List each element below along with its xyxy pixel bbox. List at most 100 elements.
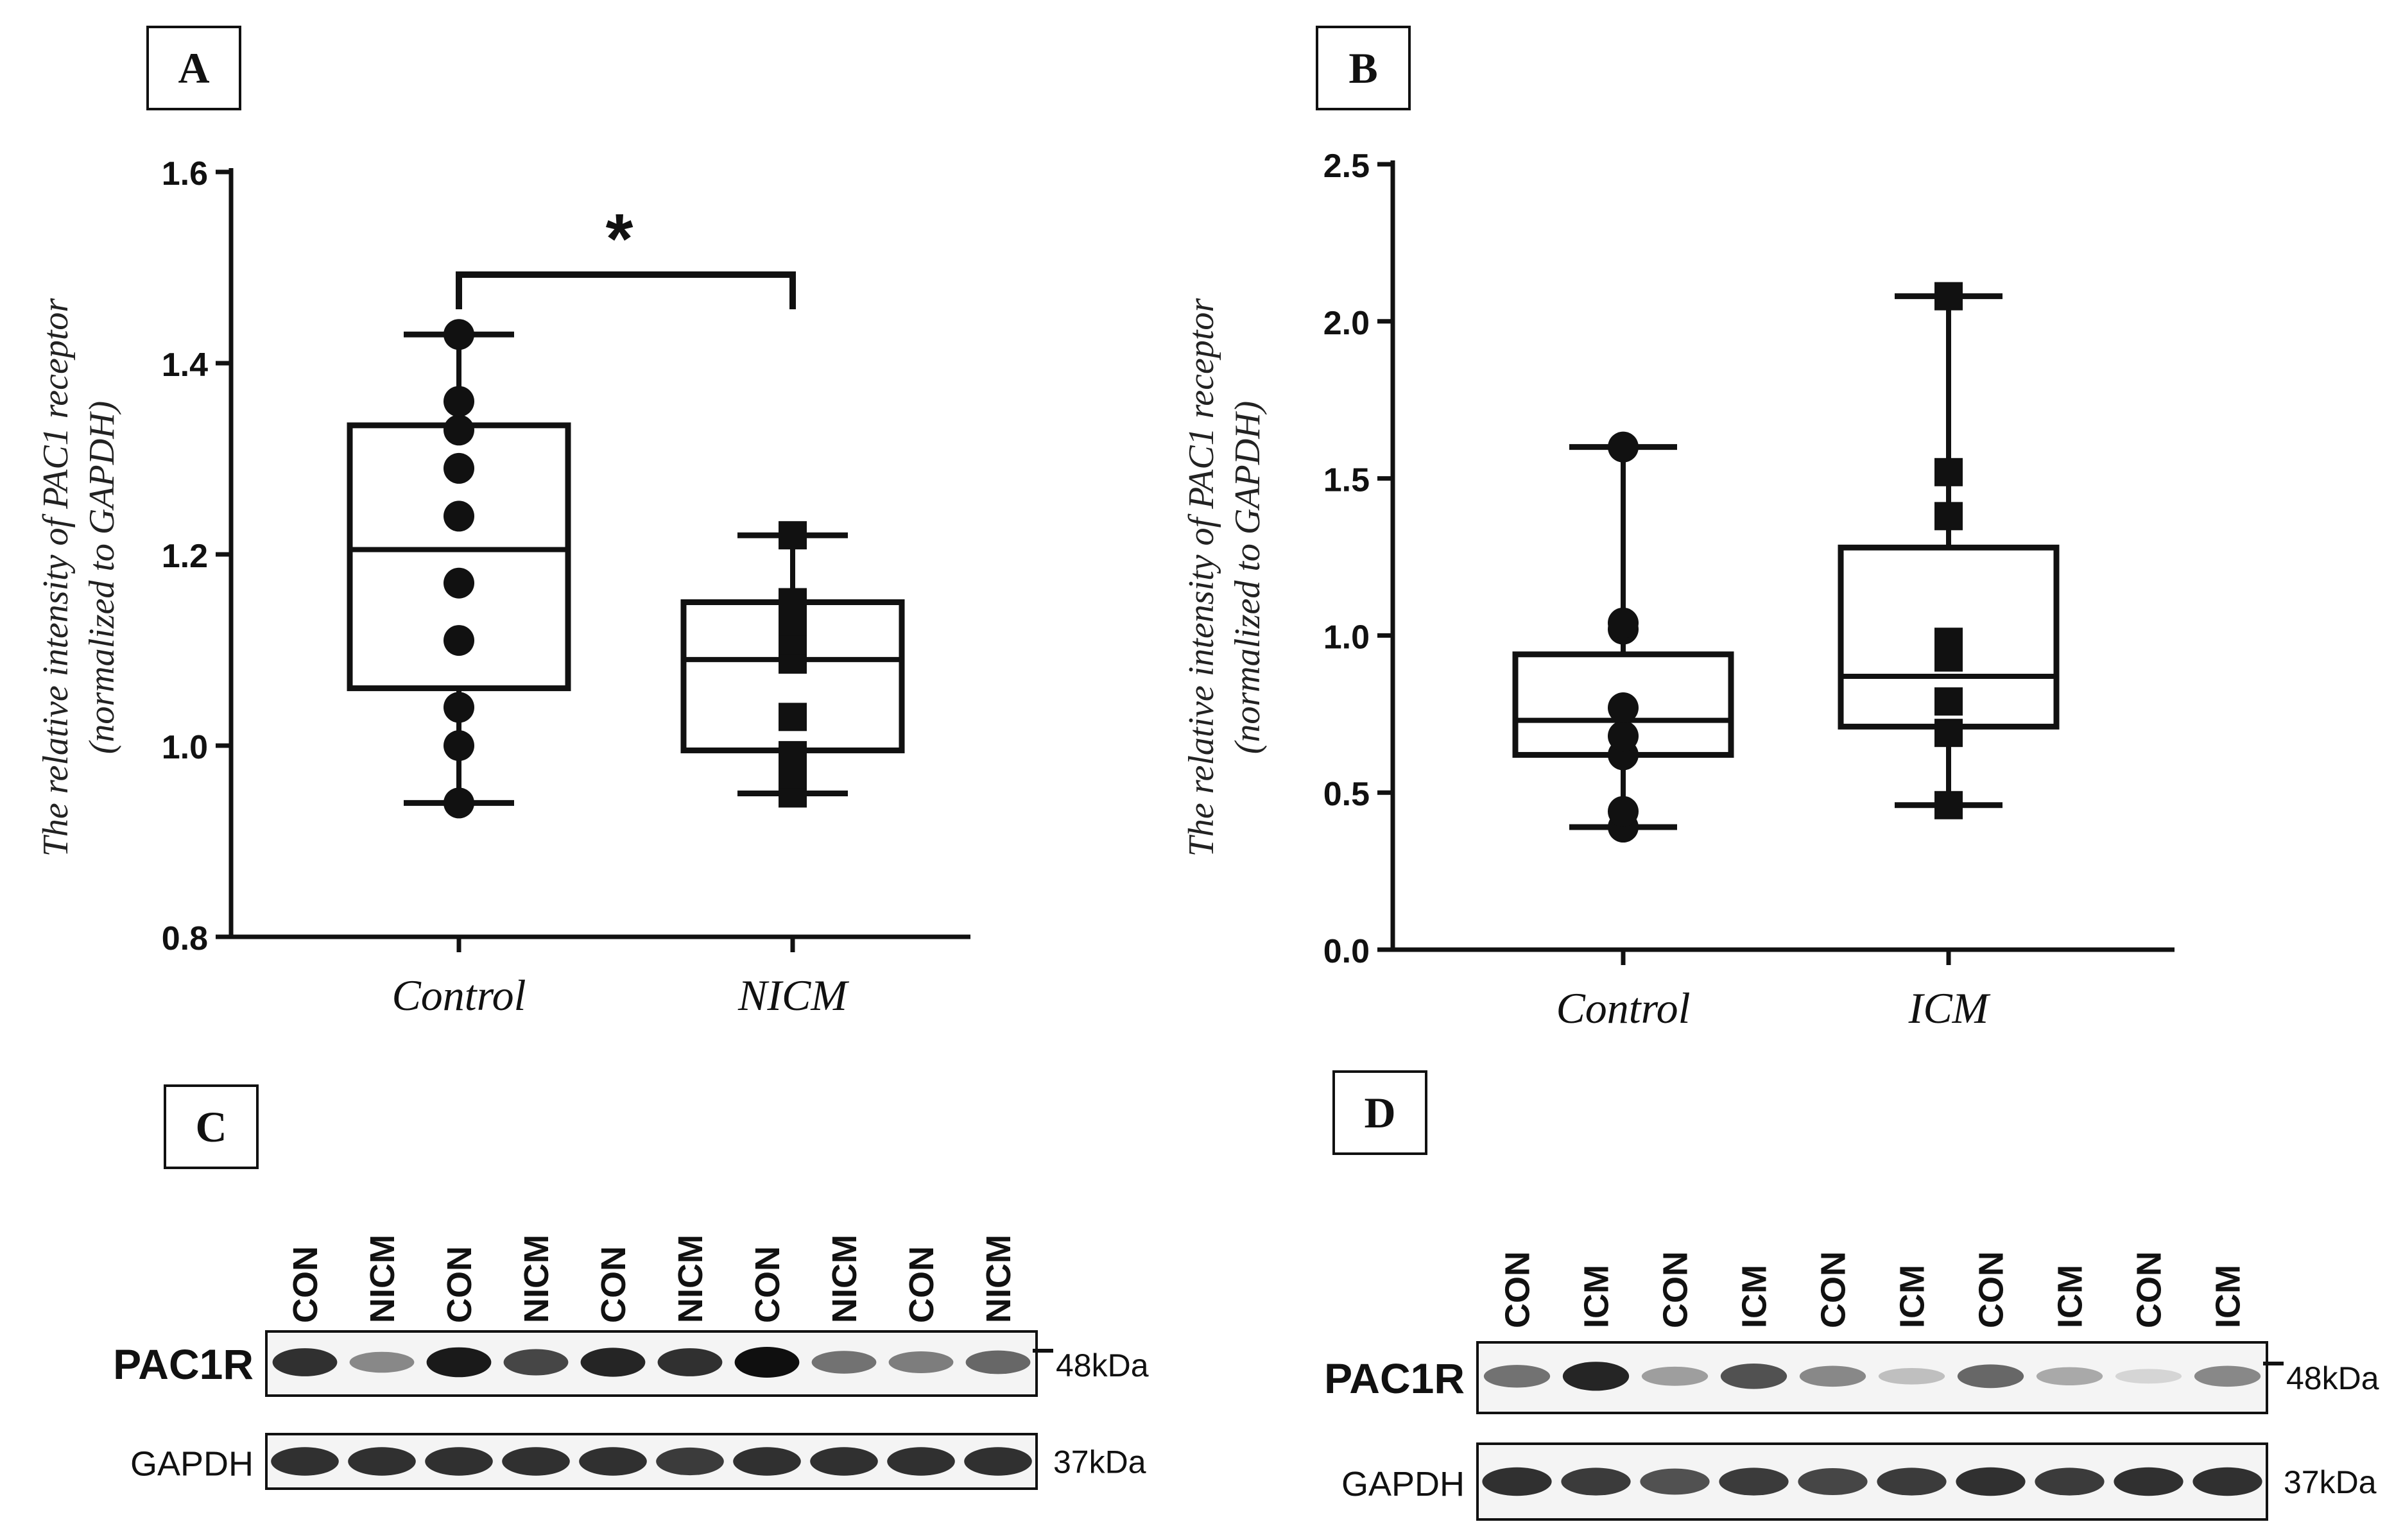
blot-c-lane-label: NICM xyxy=(825,1235,864,1323)
b-data-point xyxy=(1934,458,1963,486)
blot-c-lane-label: NICM xyxy=(671,1235,710,1323)
chart-a-ylabel-line2: (normalized to GAPDH) xyxy=(82,401,122,755)
a-significance-bracket xyxy=(456,271,796,309)
blot-c-pac1r-band xyxy=(426,1347,492,1378)
a-data-point xyxy=(444,730,474,761)
panel-label-b: B xyxy=(1316,26,1411,110)
a-data-point xyxy=(779,703,807,732)
blot-d-control-kda: 37kDa xyxy=(2284,1464,2377,1500)
blot-d-lane-label: ICM xyxy=(1736,1265,1774,1328)
a-y-tick-label: 1.4 xyxy=(162,346,208,384)
a-data-point xyxy=(444,415,474,446)
blot-d-gapdh-band xyxy=(2114,1467,2183,1496)
a-y-tick-label: 0.8 xyxy=(162,920,208,957)
b-data-point xyxy=(1934,282,1963,311)
blot-d-gapdh-band xyxy=(1640,1468,1710,1495)
blot-c-lane-label: NICM xyxy=(979,1235,1018,1323)
b-y-tick-label: 2.5 xyxy=(1323,148,1370,185)
western-blot-c: CON NICM CON NICM CON NICM CON NICM CON NICM PAC1R… xyxy=(113,1235,1149,1490)
blot-c-gapdh-band xyxy=(425,1447,493,1476)
blot-d-gapdh-band xyxy=(2192,1467,2262,1496)
b-y-tick-label: 2.0 xyxy=(1323,305,1370,342)
a-x-category-label: Control xyxy=(392,971,526,1020)
chart-b-ylabel-line2: (normalized to GAPDH) xyxy=(1228,401,1268,755)
blot-c-gapdh-band xyxy=(810,1447,878,1476)
blot-c-target-kda: 48kDa xyxy=(1056,1348,1149,1383)
b-data-point xyxy=(1934,687,1963,716)
blot-d-pac1r-band xyxy=(1720,1364,1787,1389)
chart-b-boxplot: The relative intensity of PAC1 receptor … xyxy=(1182,148,2175,1032)
a-data-point xyxy=(444,386,474,417)
a-y-tick-label: 1.2 xyxy=(162,538,208,575)
blot-d-control-label: GAPDH xyxy=(1341,1465,1465,1503)
b-data-point xyxy=(1934,502,1963,531)
a-y-tick-label: 1.6 xyxy=(162,155,208,193)
a-data-point xyxy=(779,740,807,769)
b-x-category-label: ICM xyxy=(1908,984,1991,1032)
blot-d-lane-label: CON xyxy=(1972,1251,2011,1328)
b-data-point xyxy=(1608,431,1639,463)
blot-d-lane-label: CON xyxy=(1814,1251,1853,1328)
blot-c-gapdh-band xyxy=(733,1447,801,1476)
blot-d-pac1r-band xyxy=(1799,1365,1866,1387)
blot-c-gapdh-band xyxy=(502,1447,570,1476)
a-data-point xyxy=(444,692,474,723)
b-y-tick-label: 1.0 xyxy=(1323,619,1370,656)
b-data-point xyxy=(1934,719,1963,748)
blot-c-lane-label: CON xyxy=(902,1246,941,1323)
blot-c-lane-label: NICM xyxy=(363,1235,402,1323)
western-blot-d: CON ICM CON ICM CON ICM CON ICM CON ICM PAC1R GAPDH… xyxy=(1324,1251,2379,1521)
blot-d-pac1r-band xyxy=(2194,1365,2261,1387)
blot-c-pac1r-band xyxy=(657,1348,723,1376)
blot-c-lane-label: NICM xyxy=(517,1235,556,1323)
b-data-point xyxy=(1608,607,1639,638)
blot-d-gapdh-band xyxy=(1877,1467,1947,1496)
blot-d-gapdh-band xyxy=(2035,1467,2105,1496)
blot-d-target-label: PAC1R xyxy=(1324,1355,1465,1402)
a-data-point xyxy=(444,319,474,350)
a-data-point xyxy=(444,567,474,599)
blot-c-pac1r-band xyxy=(272,1348,338,1376)
blot-c-pac1r-band xyxy=(580,1348,646,1377)
b-data-point xyxy=(1608,692,1639,724)
blot-c-gapdh-band xyxy=(348,1447,416,1476)
b-data-point xyxy=(1608,796,1639,827)
a-y-tick-label: 1.0 xyxy=(162,729,208,766)
blot-d-gapdh-band xyxy=(1798,1468,1868,1495)
a-x-category-label: NICM xyxy=(737,971,849,1020)
a-data-point xyxy=(444,625,474,656)
blot-d-pac1r-band xyxy=(1957,1364,2024,1389)
blot-c-pac1r-band xyxy=(349,1351,415,1373)
blot-d-pac1r-band xyxy=(1641,1366,1709,1386)
blot-c-control-kda: 37kDa xyxy=(1053,1444,1146,1480)
blot-c-gapdh-band xyxy=(579,1447,647,1476)
blot-d-lane-label: ICM xyxy=(1893,1265,1932,1328)
a-data-point xyxy=(444,452,474,484)
blot-d-pac1r-band xyxy=(2036,1367,2103,1385)
b-data-point xyxy=(1608,721,1639,752)
b-y-tick-label: 1.5 xyxy=(1323,462,1370,499)
blot-c-control-label: GAPDH xyxy=(130,1445,254,1484)
blot-c-lane-label: CON xyxy=(748,1246,787,1323)
blot-d-target-kda: 48kDa xyxy=(2286,1360,2379,1396)
blot-d-lane-label: ICM xyxy=(2209,1265,2248,1328)
panel-label-a: A xyxy=(146,26,241,110)
blot-c-pac1r-band xyxy=(888,1351,954,1373)
b-y-tick-label: 0.0 xyxy=(1323,933,1370,970)
blot-d-lane-label: CON xyxy=(1499,1251,1537,1328)
blot-c-lane-label: CON xyxy=(594,1246,633,1323)
panel-label-c: C xyxy=(164,1084,259,1169)
a-data-point xyxy=(779,521,807,550)
panel-label-d: D xyxy=(1332,1070,1427,1155)
blot-c-pac1r-band xyxy=(811,1351,877,1374)
blot-d-lane-label: CON xyxy=(1657,1251,1695,1328)
a-data-point xyxy=(444,787,474,819)
blot-d-gapdh-band xyxy=(1956,1467,2026,1496)
blot-c-lane-label: CON xyxy=(440,1246,479,1323)
blot-c-target-label: PAC1R xyxy=(113,1340,254,1388)
blot-c-lane-label: CON xyxy=(286,1246,325,1323)
b-data-point xyxy=(1934,628,1963,656)
b-x-category-label: Control xyxy=(1556,984,1690,1032)
blot-c-gapdh-band xyxy=(964,1447,1032,1476)
blot-c-gapdh-band xyxy=(887,1447,955,1476)
